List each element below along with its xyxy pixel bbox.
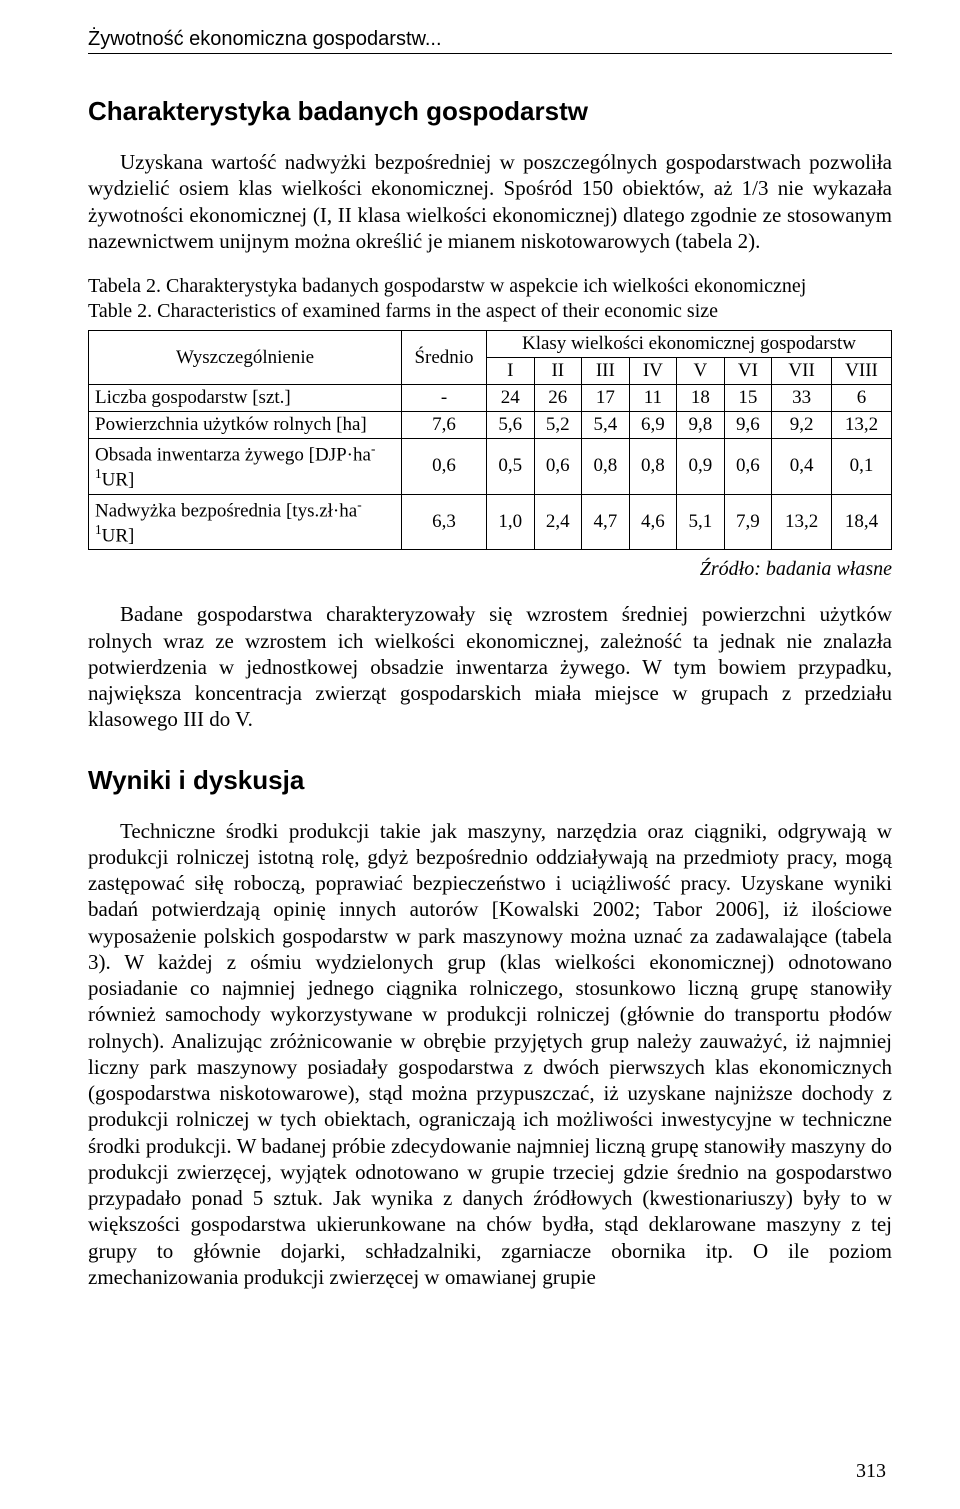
- table2-cell: 33: [772, 385, 832, 412]
- table2-cell: 0,9: [677, 439, 725, 495]
- table2-cell: 5,2: [534, 412, 582, 439]
- table2-cell: 6: [832, 385, 892, 412]
- table2-cell: 0,4: [772, 439, 832, 495]
- heading-wyniki: Wyniki i dyskusja: [88, 765, 892, 796]
- page-number: 313: [856, 1460, 886, 1483]
- table2-cell: 9,6: [724, 412, 772, 439]
- running-head: Żywotność ekonomiczna gospodarstw...: [88, 28, 892, 54]
- table2-cell: 5,4: [582, 412, 630, 439]
- table2-row-mean: 0,6: [402, 439, 487, 495]
- table2-cell: 26: [534, 385, 582, 412]
- table2: Wyszczególnienie Średnio Klasy wielkości…: [88, 330, 892, 550]
- table2-row-label: Nadwyżka bezpośrednia [tys.zł·ha-1UR]: [89, 494, 402, 550]
- table2-cell: 0,6: [534, 439, 582, 495]
- table2-cell: 17: [582, 385, 630, 412]
- table2-row-mean: 6,3: [402, 494, 487, 550]
- table-row: Powierzchnia użytków rolnych [ha]7,65,65…: [89, 412, 892, 439]
- table2-caption-pl-rest: Charakterystyka badanych gospodarstw w a…: [161, 275, 806, 297]
- table2-cell: 7,9: [724, 494, 772, 550]
- table2-row-label: Obsada inwentarza żywego [DJP·ha-1UR]: [89, 439, 402, 495]
- table2-cell: 0,8: [582, 439, 630, 495]
- table2-class-header: IV: [629, 358, 677, 385]
- table2-cell: 15: [724, 385, 772, 412]
- table2-row-label: Powierzchnia użytków rolnych [ha]: [89, 412, 402, 439]
- table-row: Obsada inwentarza żywego [DJP·ha-1UR]0,6…: [89, 439, 892, 495]
- table2-cell: 13,2: [832, 412, 892, 439]
- heading-charakterystyka: Charakterystyka badanych gospodarstw: [88, 96, 892, 127]
- section1-paragraph: Uzyskana wartość nadwyżki bezpośredniej …: [88, 149, 892, 254]
- table2-cell: 0,5: [487, 439, 535, 495]
- table2-source: Źródło: badania własne: [88, 558, 892, 581]
- table2-cell: 5,1: [677, 494, 725, 550]
- table-row: Liczba gospodarstw [szt.]-24261711181533…: [89, 385, 892, 412]
- table2-cell: 0,6: [724, 439, 772, 495]
- table2-cell: 18: [677, 385, 725, 412]
- table2-cell: 18,4: [832, 494, 892, 550]
- table2-cell: 9,8: [677, 412, 725, 439]
- table2-cell: 0,1: [832, 439, 892, 495]
- table2-class-header: I: [487, 358, 535, 385]
- table2-class-header: III: [582, 358, 630, 385]
- table2-cell: 4,7: [582, 494, 630, 550]
- table2-cell: 4,6: [629, 494, 677, 550]
- table2-class-header: II: [534, 358, 582, 385]
- table2-class-header: VIII: [832, 358, 892, 385]
- section3-paragraph: Techniczne środki produkcji takie jak ma…: [88, 818, 892, 1291]
- section2-paragraph: Badane gospodarstwa charakteryzowały się…: [88, 601, 892, 732]
- table2-class-header: V: [677, 358, 725, 385]
- table2-col-label: Wyszczególnienie: [89, 331, 402, 385]
- table2-caption-en-prefix: Table 2.: [88, 300, 152, 322]
- table-row: Nadwyżka bezpośrednia [tys.zł·ha-1UR]6,3…: [89, 494, 892, 550]
- table2-caption: Tabela 2. Charakterystyka badanych gospo…: [88, 274, 892, 324]
- table2-caption-pl-prefix: Tabela 2.: [88, 275, 161, 297]
- table2-col-mean: Średnio: [402, 331, 487, 385]
- table2-row-mean: 7,6: [402, 412, 487, 439]
- table2-cell: 6,9: [629, 412, 677, 439]
- table2-cell: 1,0: [487, 494, 535, 550]
- table2-cell: 2,4: [534, 494, 582, 550]
- table2-row-label: Liczba gospodarstw [szt.]: [89, 385, 402, 412]
- table2-class-header: VI: [724, 358, 772, 385]
- table2-class-header: VII: [772, 358, 832, 385]
- table2-cell: 9,2: [772, 412, 832, 439]
- table2-cell: 13,2: [772, 494, 832, 550]
- table2-cell: 11: [629, 385, 677, 412]
- table2-caption-en-rest: Characteristics of examined farms in the…: [152, 300, 718, 322]
- table2-row-mean: -: [402, 385, 487, 412]
- table2-cell: 0,8: [629, 439, 677, 495]
- table2-cell: 24: [487, 385, 535, 412]
- table2-col-group: Klasy wielkości ekonomicznej gospodarstw: [487, 331, 892, 358]
- table2-cell: 5,6: [487, 412, 535, 439]
